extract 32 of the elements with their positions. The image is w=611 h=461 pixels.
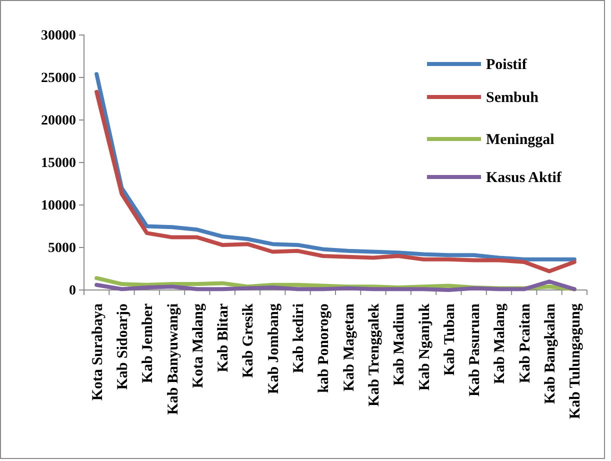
line-series bbox=[94, 280, 576, 292]
legend-label: Poistif bbox=[486, 57, 528, 73]
x-tick-label: kab Ponorogo bbox=[316, 304, 332, 393]
x-tick-label: Kab Jember bbox=[140, 303, 156, 384]
x-tick-label: Kab Malang bbox=[492, 303, 508, 384]
y-tick-label: 20000 bbox=[41, 113, 76, 128]
x-tick-label: Kab Madiun bbox=[392, 302, 408, 386]
x-tick-label: Kab Magetan bbox=[341, 302, 358, 392]
x-tick-label: Kab Tuban bbox=[442, 302, 458, 376]
x-tick-label: Kab Jombang bbox=[266, 303, 282, 394]
x-tick-label: Kota Surabaya bbox=[90, 303, 106, 401]
y-tick-label: 30000 bbox=[41, 28, 76, 44]
legend-label: Kasus Aktif bbox=[486, 170, 562, 186]
legend-label: Meninggal bbox=[486, 132, 554, 148]
x-tick-label: Kab Tulungagung bbox=[568, 303, 584, 419]
x-tick-label: Kab Bangkalan bbox=[542, 302, 559, 404]
x-tick-label: Kab Banyuwangi bbox=[165, 304, 182, 415]
y-tick-label: 25000 bbox=[41, 70, 76, 86]
x-tick-label: Kota Malang bbox=[190, 303, 206, 388]
y-tick-label: 15000 bbox=[41, 156, 76, 171]
x-tick-label: Kab Blitar bbox=[216, 303, 232, 372]
x-tick-label: Kab Sidoarjo bbox=[114, 304, 131, 390]
y-tick-label: 0 bbox=[69, 283, 76, 298]
y-tick-label: 10000 bbox=[41, 198, 76, 214]
x-tick-label: Kab Gresik bbox=[240, 302, 257, 378]
x-tick-label: Kab Trenggalek bbox=[366, 302, 382, 406]
y-tick-label: 5000 bbox=[48, 240, 76, 256]
x-tick-label: Kab Nganjuk bbox=[416, 302, 433, 391]
x-tick-label: Kab Pasuruan bbox=[467, 302, 484, 396]
x-tick-label: Kab kediri bbox=[291, 304, 308, 374]
x-tick-label: Kab Pcaitan bbox=[517, 302, 534, 384]
legend-label: Sembuh bbox=[486, 90, 540, 106]
